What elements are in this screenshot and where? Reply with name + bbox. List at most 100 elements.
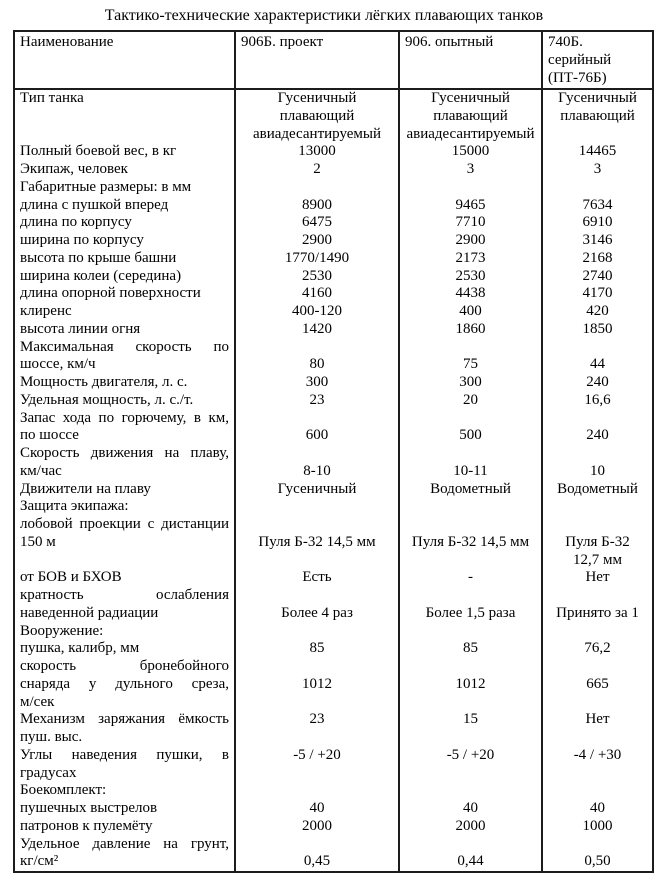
value-740b-serial <box>541 178 652 197</box>
value-906-experimental <box>398 587 541 605</box>
table-row: авиадесантируемый авиадесантируемый <box>15 125 652 144</box>
header-740b-line: (ПТ-76Б) <box>548 69 607 86</box>
table-row: Габаритные размеры: в мм <box>15 178 652 197</box>
value-906-experimental: Пуля Б-32 14,5 мм <box>398 533 541 552</box>
value-906-experimental <box>398 622 541 641</box>
table-row: кг/см² 0,45 0,44 0,50 <box>15 853 652 871</box>
table-body: Тип танка Гусеничный Гусеничный Гусеничный п… <box>15 90 652 871</box>
table-row: 150 м Пуля Б-32 14,5 мм Пуля Б-32 14,5 мм П… <box>15 533 652 552</box>
table-row: Максимальная скорость по <box>15 338 652 357</box>
value-740b-serial <box>541 835 652 854</box>
row-label: км/час <box>20 462 62 479</box>
row-label: Вооружение: <box>20 622 104 639</box>
value-906-experimental <box>398 409 541 428</box>
value-906b-project: 1770/1490 <box>234 249 398 268</box>
value-740b-serial <box>541 587 652 605</box>
row-label: высота по крыше башни <box>20 249 177 266</box>
table-row: плавающий плавающий плавающий <box>15 107 652 126</box>
value-906b-project: Гусеничный <box>234 480 398 499</box>
header-740b-line: 740Б. <box>548 34 583 50</box>
value-906b-project: Более 4 раз <box>234 604 398 623</box>
value-740b-serial <box>541 622 652 641</box>
table-row: Запас хода по горючему, в км, <box>15 409 652 428</box>
value-906-experimental: 300 <box>398 374 541 392</box>
row-label: Движители на плаву <box>20 480 151 497</box>
value-740b-serial <box>541 498 652 516</box>
value-906-experimental <box>398 338 541 357</box>
table-row: Вооружение: <box>15 622 652 641</box>
value-906-experimental: Гусеничный <box>398 90 541 108</box>
value-906-experimental <box>398 178 541 197</box>
row-label: скорость бронебойного <box>20 658 229 674</box>
value-906b-project <box>234 782 398 800</box>
table-row: скорость бронебойного <box>15 658 652 676</box>
row-label: по шоссе <box>20 427 79 444</box>
row-label <box>15 108 234 126</box>
value-906b-project: Гусеничный <box>234 90 398 108</box>
row-label: пуш. выс. <box>20 729 83 745</box>
value-906-experimental: 500 <box>398 427 541 445</box>
header-906b-project: 906Б. проект <box>234 32 398 88</box>
value-906-experimental <box>398 693 541 712</box>
row-label: Запас хода по горючему, в км, <box>20 409 229 426</box>
row-label: Удельное давление на грунт, <box>20 835 229 852</box>
value-906-experimental: -5 / +20 <box>398 746 541 765</box>
value-740b-serial: 2740 <box>541 267 652 286</box>
value-740b-serial <box>541 516 652 534</box>
table-row: длина с пушкой вперед 8900 9465 7634 <box>15 196 652 215</box>
row-label: Тип танка <box>20 90 84 106</box>
value-740b-serial: Пуля Б-32 <box>541 533 652 552</box>
value-906b-project: 2000 <box>234 817 398 836</box>
value-740b-serial <box>541 764 652 783</box>
table-header-row: Наименование 906Б. проект 906. опытный 7… <box>15 32 652 90</box>
value-906-experimental: 0,44 <box>398 853 541 871</box>
value-906-experimental: 1860 <box>398 320 541 339</box>
table-row: кратность ослабления <box>15 587 652 605</box>
value-906b-project <box>234 693 398 712</box>
value-906b-project <box>234 498 398 516</box>
value-740b-serial: 7634 <box>541 196 652 215</box>
characteristics-table: Наименование 906Б. проект 906. опытный 7… <box>13 30 654 873</box>
row-label: длина по корпусу <box>20 214 132 231</box>
value-740b-serial: Нет <box>541 569 652 587</box>
value-740b-serial: 2168 <box>541 249 652 268</box>
value-740b-serial: Гусеничный <box>541 90 652 108</box>
value-740b-serial: 16,6 <box>541 391 652 410</box>
value-740b-serial: 3 <box>541 161 652 179</box>
row-label: Углы наведения пушки, в <box>20 746 229 763</box>
value-740b-serial: 420 <box>541 303 652 321</box>
value-740b-serial: 40 <box>541 800 652 818</box>
value-906-experimental: 2173 <box>398 249 541 268</box>
table-row: высота по крыше башни 1770/1490 2173 2168 <box>15 249 652 268</box>
table-row: Удельное давление на грунт, <box>15 835 652 854</box>
row-label: снаряда у дульного среза, <box>20 675 229 692</box>
row-label: м/сек <box>20 693 55 710</box>
value-906-experimental: - <box>398 569 541 587</box>
value-906-experimental <box>398 445 541 463</box>
table-row: лобовой проекции с дистанции <box>15 516 652 534</box>
value-740b-serial: 76,2 <box>541 640 652 658</box>
value-740b-serial: 14465 <box>541 143 652 161</box>
row-label: Максимальная скорость по <box>20 338 229 355</box>
value-740b-serial: Принято за 1 <box>541 604 652 623</box>
value-906b-project: 600 <box>234 427 398 445</box>
value-906-experimental: 7710 <box>398 214 541 232</box>
row-label: Механизм заряжания ёмкость <box>20 711 229 728</box>
row-label: клиренс <box>20 303 72 319</box>
table-row: Скорость движения на плаву, <box>15 445 652 463</box>
table-row: Полный боевой вес, в кг 13000 15000 14465 <box>15 143 652 161</box>
value-740b-serial <box>541 409 652 428</box>
page-title: Тактико-технические характеристики лёгки… <box>104 7 544 24</box>
table-row: пушка, калибр, мм 85 85 76,2 <box>15 640 652 658</box>
value-906-experimental: 3 <box>398 161 541 179</box>
table-row: Боекомплект: <box>15 782 652 800</box>
row-label: Полный боевой вес, в кг <box>20 143 177 160</box>
table-row: ширина по корпусу 2900 2900 3146 <box>15 232 652 250</box>
table-row: Механизм заряжания ёмкость 23 15 Нет <box>15 711 652 729</box>
header-name: Наименование <box>20 34 114 50</box>
table-row: наведенной радиации Более 4 раз Более 1,5 … <box>15 604 652 623</box>
value-906b-project: 23 <box>234 711 398 729</box>
value-740b-serial: 1850 <box>541 320 652 339</box>
value-906b-project: плавающий <box>234 107 398 126</box>
